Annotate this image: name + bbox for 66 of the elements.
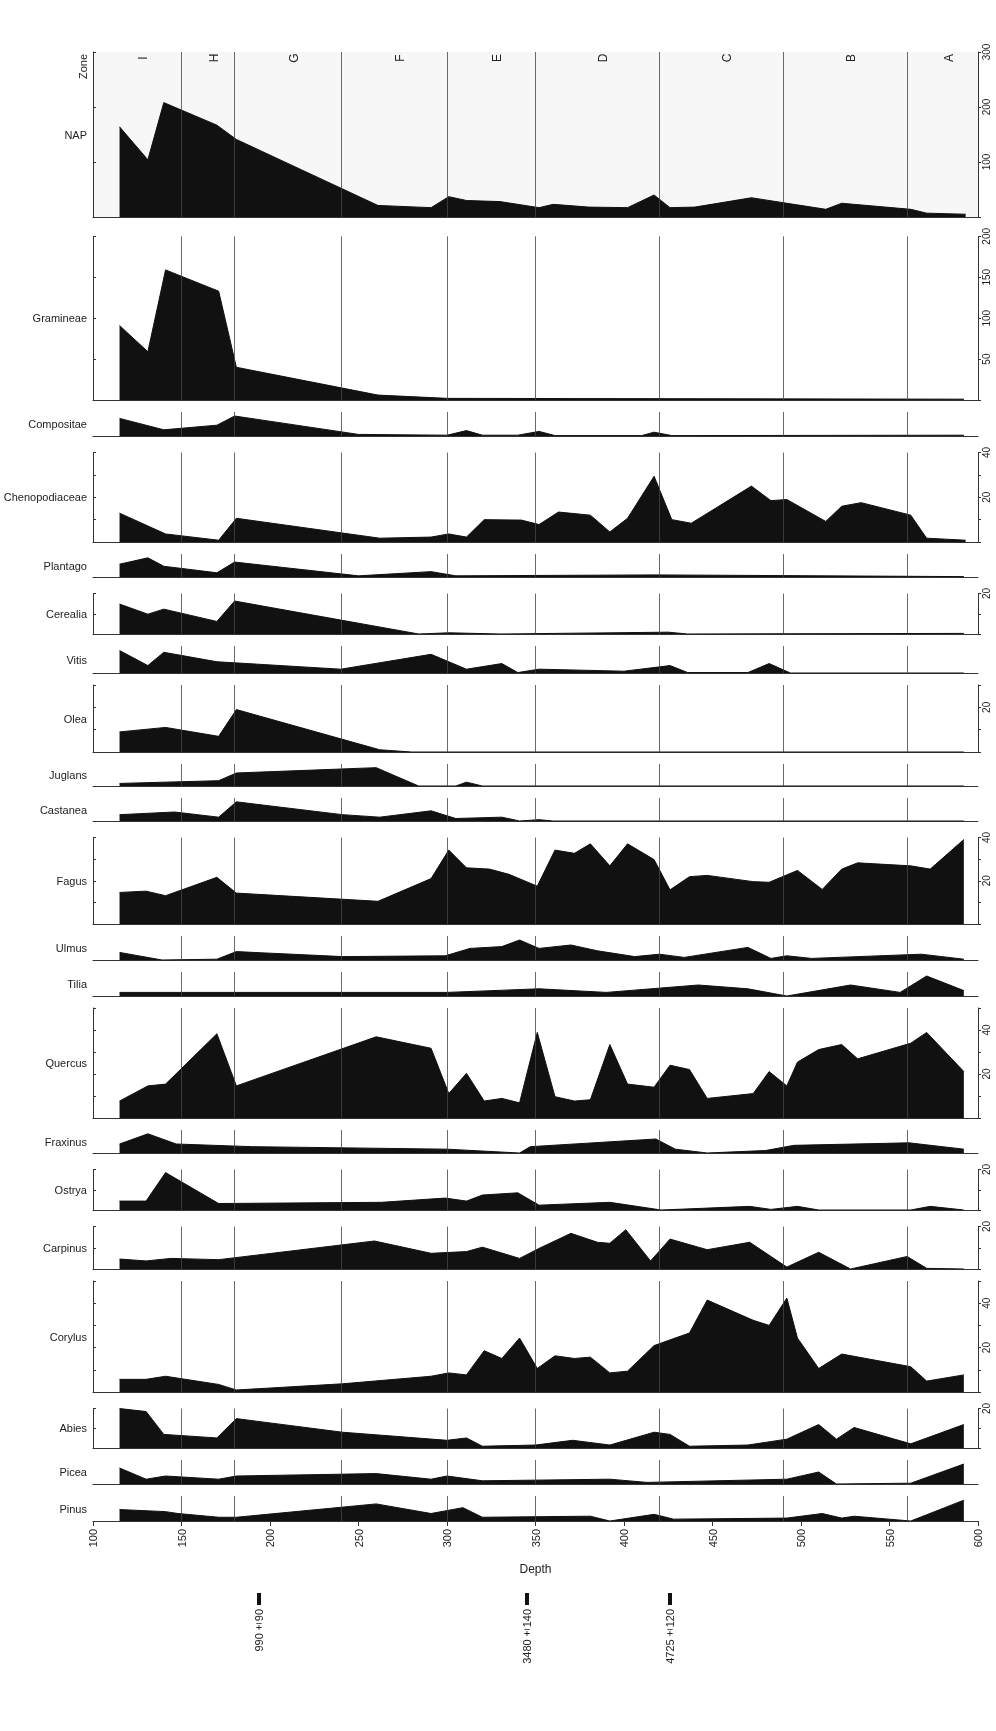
y-tick-label: 20 — [980, 874, 992, 887]
y-tick-label: 300 — [980, 43, 992, 61]
y-tick-label: 100 — [980, 153, 992, 171]
y-axis-title: Fagus — [56, 874, 88, 887]
y-tick-label: 40 — [980, 1024, 992, 1036]
y-axis-title: Castanea — [39, 803, 88, 816]
y-axis-title: Corylus — [49, 1330, 88, 1343]
y-tick-label: 20 — [980, 1163, 992, 1176]
y-tick-label: 20 — [980, 491, 992, 503]
x-tick-label: 450 — [706, 1529, 719, 1548]
y-axis-title: Vitis — [66, 653, 88, 666]
text: 990±90 — [253, 1609, 266, 1652]
y-tick-label: 200 — [980, 98, 992, 116]
y-axis-title: Plantago — [43, 559, 87, 572]
text: Zone — [77, 54, 89, 80]
y-axis-title: Quercus — [45, 1057, 88, 1069]
y-axis-title: NAP — [64, 128, 87, 141]
y-axis-title: Pinus — [59, 1502, 88, 1515]
y-tick-label: 150 — [980, 268, 992, 286]
y-axis-title: Ostrya — [54, 1183, 88, 1196]
y-tick-label: 40 — [980, 831, 992, 844]
text: 4725±120 — [664, 1609, 677, 1664]
y-axis-title: Carpinus — [42, 1241, 88, 1254]
y-tick-label: 20 — [980, 1402, 992, 1415]
x-tick-label: 300 — [441, 1529, 453, 1548]
y-axis-title: Ulmus — [55, 942, 88, 954]
band-label: H — [207, 53, 222, 63]
x-tick-label: 100 — [87, 1529, 99, 1548]
y-tick-label: 20 — [980, 1068, 992, 1080]
band-label: C — [720, 53, 735, 63]
text: 3480±140 — [520, 1609, 533, 1664]
band-label: G — [286, 53, 301, 63]
x-tick-label: 150 — [175, 1529, 188, 1548]
y-tick-label: 40 — [980, 1297, 992, 1309]
y-tick-label: 20 — [980, 701, 992, 713]
band-label: B — [844, 53, 859, 63]
band-label: E — [490, 53, 505, 63]
y-tick-label: 20 — [980, 587, 992, 600]
x-tick-label: 250 — [352, 1529, 365, 1548]
band-label: A — [941, 53, 956, 63]
band-label: F — [392, 54, 407, 62]
y-axis-title: Olea — [63, 712, 88, 725]
y-tick-label: 100 — [980, 309, 992, 327]
y-axis-title: Cerealia — [46, 607, 88, 620]
y-tick-label: 20 — [980, 1220, 992, 1233]
x-tick-label: 600 — [972, 1529, 984, 1548]
y-tick-label: 20 — [980, 1341, 992, 1354]
y-tick-label: 40 — [980, 446, 992, 459]
y-axis-title: Tilia — [67, 978, 88, 990]
x-tick-label: 400 — [618, 1529, 630, 1548]
y-tick-label: 200 — [980, 227, 992, 245]
x-axis-title: Depth — [519, 1562, 552, 1576]
y-axis-title: Compositae — [28, 418, 87, 430]
y-axis-title: Gramineae — [32, 312, 87, 325]
y-axis-title: Picea — [59, 1466, 88, 1478]
y-axis-title: Fraxinus — [44, 1135, 88, 1148]
y-axis-title: Chenopodiaceae — [3, 491, 87, 504]
x-tick-label: 350 — [529, 1529, 542, 1548]
band-label: I — [136, 56, 151, 60]
x-tick-label: 500 — [795, 1529, 807, 1548]
x-tick-label: 200 — [264, 1529, 276, 1548]
y-axis-title: Abies — [59, 1422, 88, 1435]
x-tick-label: 550 — [883, 1529, 896, 1548]
y-tick-label: 50 — [980, 353, 992, 365]
band-label: D — [596, 53, 611, 63]
y-axis-title: Juglans — [49, 769, 88, 781]
